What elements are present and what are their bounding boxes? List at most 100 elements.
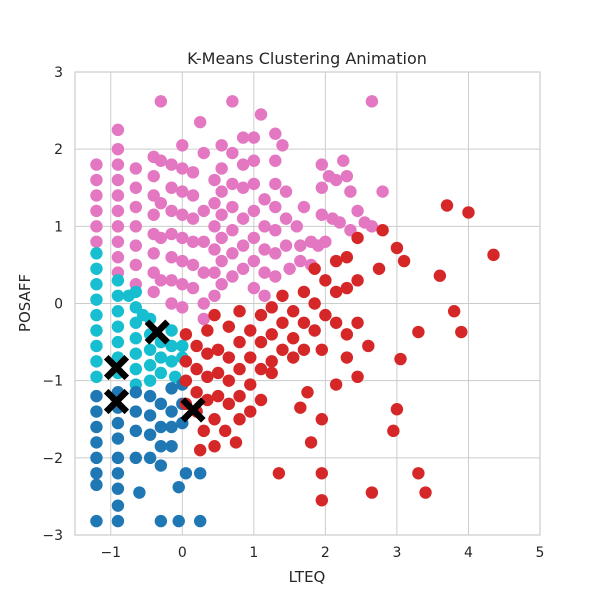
data-point [351, 316, 364, 329]
data-point [215, 278, 228, 291]
x-axis-label: LTEQ [289, 568, 326, 586]
data-point [154, 514, 168, 528]
data-point [111, 158, 125, 171]
data-point [319, 308, 332, 322]
data-point [351, 204, 364, 218]
data-point [129, 200, 143, 214]
data-point [308, 297, 321, 310]
data-point [208, 289, 221, 302]
data-point [365, 220, 379, 233]
data-point [329, 285, 343, 299]
data-point [147, 285, 160, 299]
data-point [329, 254, 343, 268]
data-point [297, 285, 311, 299]
y-tick-label: 1 [54, 219, 63, 235]
data-point [226, 95, 239, 108]
data-point [186, 212, 200, 225]
x-tick-label: 0 [178, 545, 187, 561]
data-point [222, 320, 236, 333]
data-point [90, 324, 103, 337]
data-point [419, 486, 432, 499]
data-point [90, 451, 103, 465]
data-point [290, 220, 303, 233]
data-point [208, 196, 221, 210]
data-point [143, 374, 157, 387]
data-point [269, 200, 282, 214]
data-point [433, 269, 447, 282]
y-tick-label: −3 [42, 528, 63, 544]
data-point [294, 401, 307, 414]
data-point [111, 220, 125, 233]
data-point [315, 343, 329, 356]
data-point [226, 247, 239, 260]
data-point [90, 235, 103, 248]
data-point [176, 162, 189, 175]
data-point [286, 332, 300, 345]
data-point [247, 281, 261, 295]
data-point [247, 254, 261, 268]
data-point [447, 305, 461, 318]
data-point [208, 220, 221, 233]
data-point [111, 289, 125, 302]
data-point [90, 173, 103, 187]
data-point [111, 416, 125, 430]
data-point [286, 305, 300, 318]
data-point [208, 308, 221, 322]
data-point [165, 158, 178, 171]
data-point [186, 189, 200, 202]
data-point [186, 235, 200, 248]
data-point [247, 154, 261, 167]
data-point [362, 339, 375, 353]
data-point [340, 281, 354, 295]
data-point [201, 370, 214, 384]
data-point [154, 154, 168, 167]
data-point [319, 235, 332, 248]
data-point [258, 220, 271, 233]
data-point [154, 196, 168, 210]
data-point [122, 289, 135, 302]
data-point [111, 189, 125, 202]
data-point [254, 393, 268, 407]
data-point [236, 131, 250, 144]
data-point [329, 173, 343, 187]
data-point [197, 235, 210, 248]
data-point [190, 386, 203, 399]
data-point [276, 343, 289, 356]
data-point [254, 308, 268, 322]
data-point [297, 343, 311, 356]
data-point [90, 293, 103, 306]
x-tick-label: 4 [464, 545, 473, 561]
data-point [272, 467, 286, 480]
x-axis-ticks: −1 0 1 2 3 4 5 [100, 545, 544, 561]
data-point [90, 308, 103, 322]
data-point [179, 355, 193, 368]
data-point [90, 262, 103, 275]
data-point [219, 424, 232, 438]
data-point [211, 343, 225, 356]
data-point [215, 254, 228, 268]
data-point [279, 239, 293, 252]
data-points [90, 95, 500, 528]
data-point [165, 355, 178, 368]
data-point [294, 239, 307, 252]
data-point [197, 146, 210, 160]
cluster-pink [90, 95, 389, 326]
data-point [351, 370, 364, 384]
data-point [265, 366, 278, 380]
data-point [90, 478, 103, 492]
data-point [226, 177, 239, 191]
data-point [265, 328, 278, 341]
data-point [269, 127, 282, 140]
data-point [269, 270, 282, 283]
data-point [351, 231, 364, 245]
cluster-blue [90, 378, 207, 528]
data-point [226, 223, 239, 237]
data-point [154, 231, 168, 245]
data-point [412, 325, 425, 339]
data-point [165, 339, 178, 353]
data-point [143, 428, 157, 441]
data-point [197, 204, 210, 218]
centroid-marker [144, 319, 170, 345]
data-point [254, 335, 268, 349]
data-point [294, 254, 307, 268]
